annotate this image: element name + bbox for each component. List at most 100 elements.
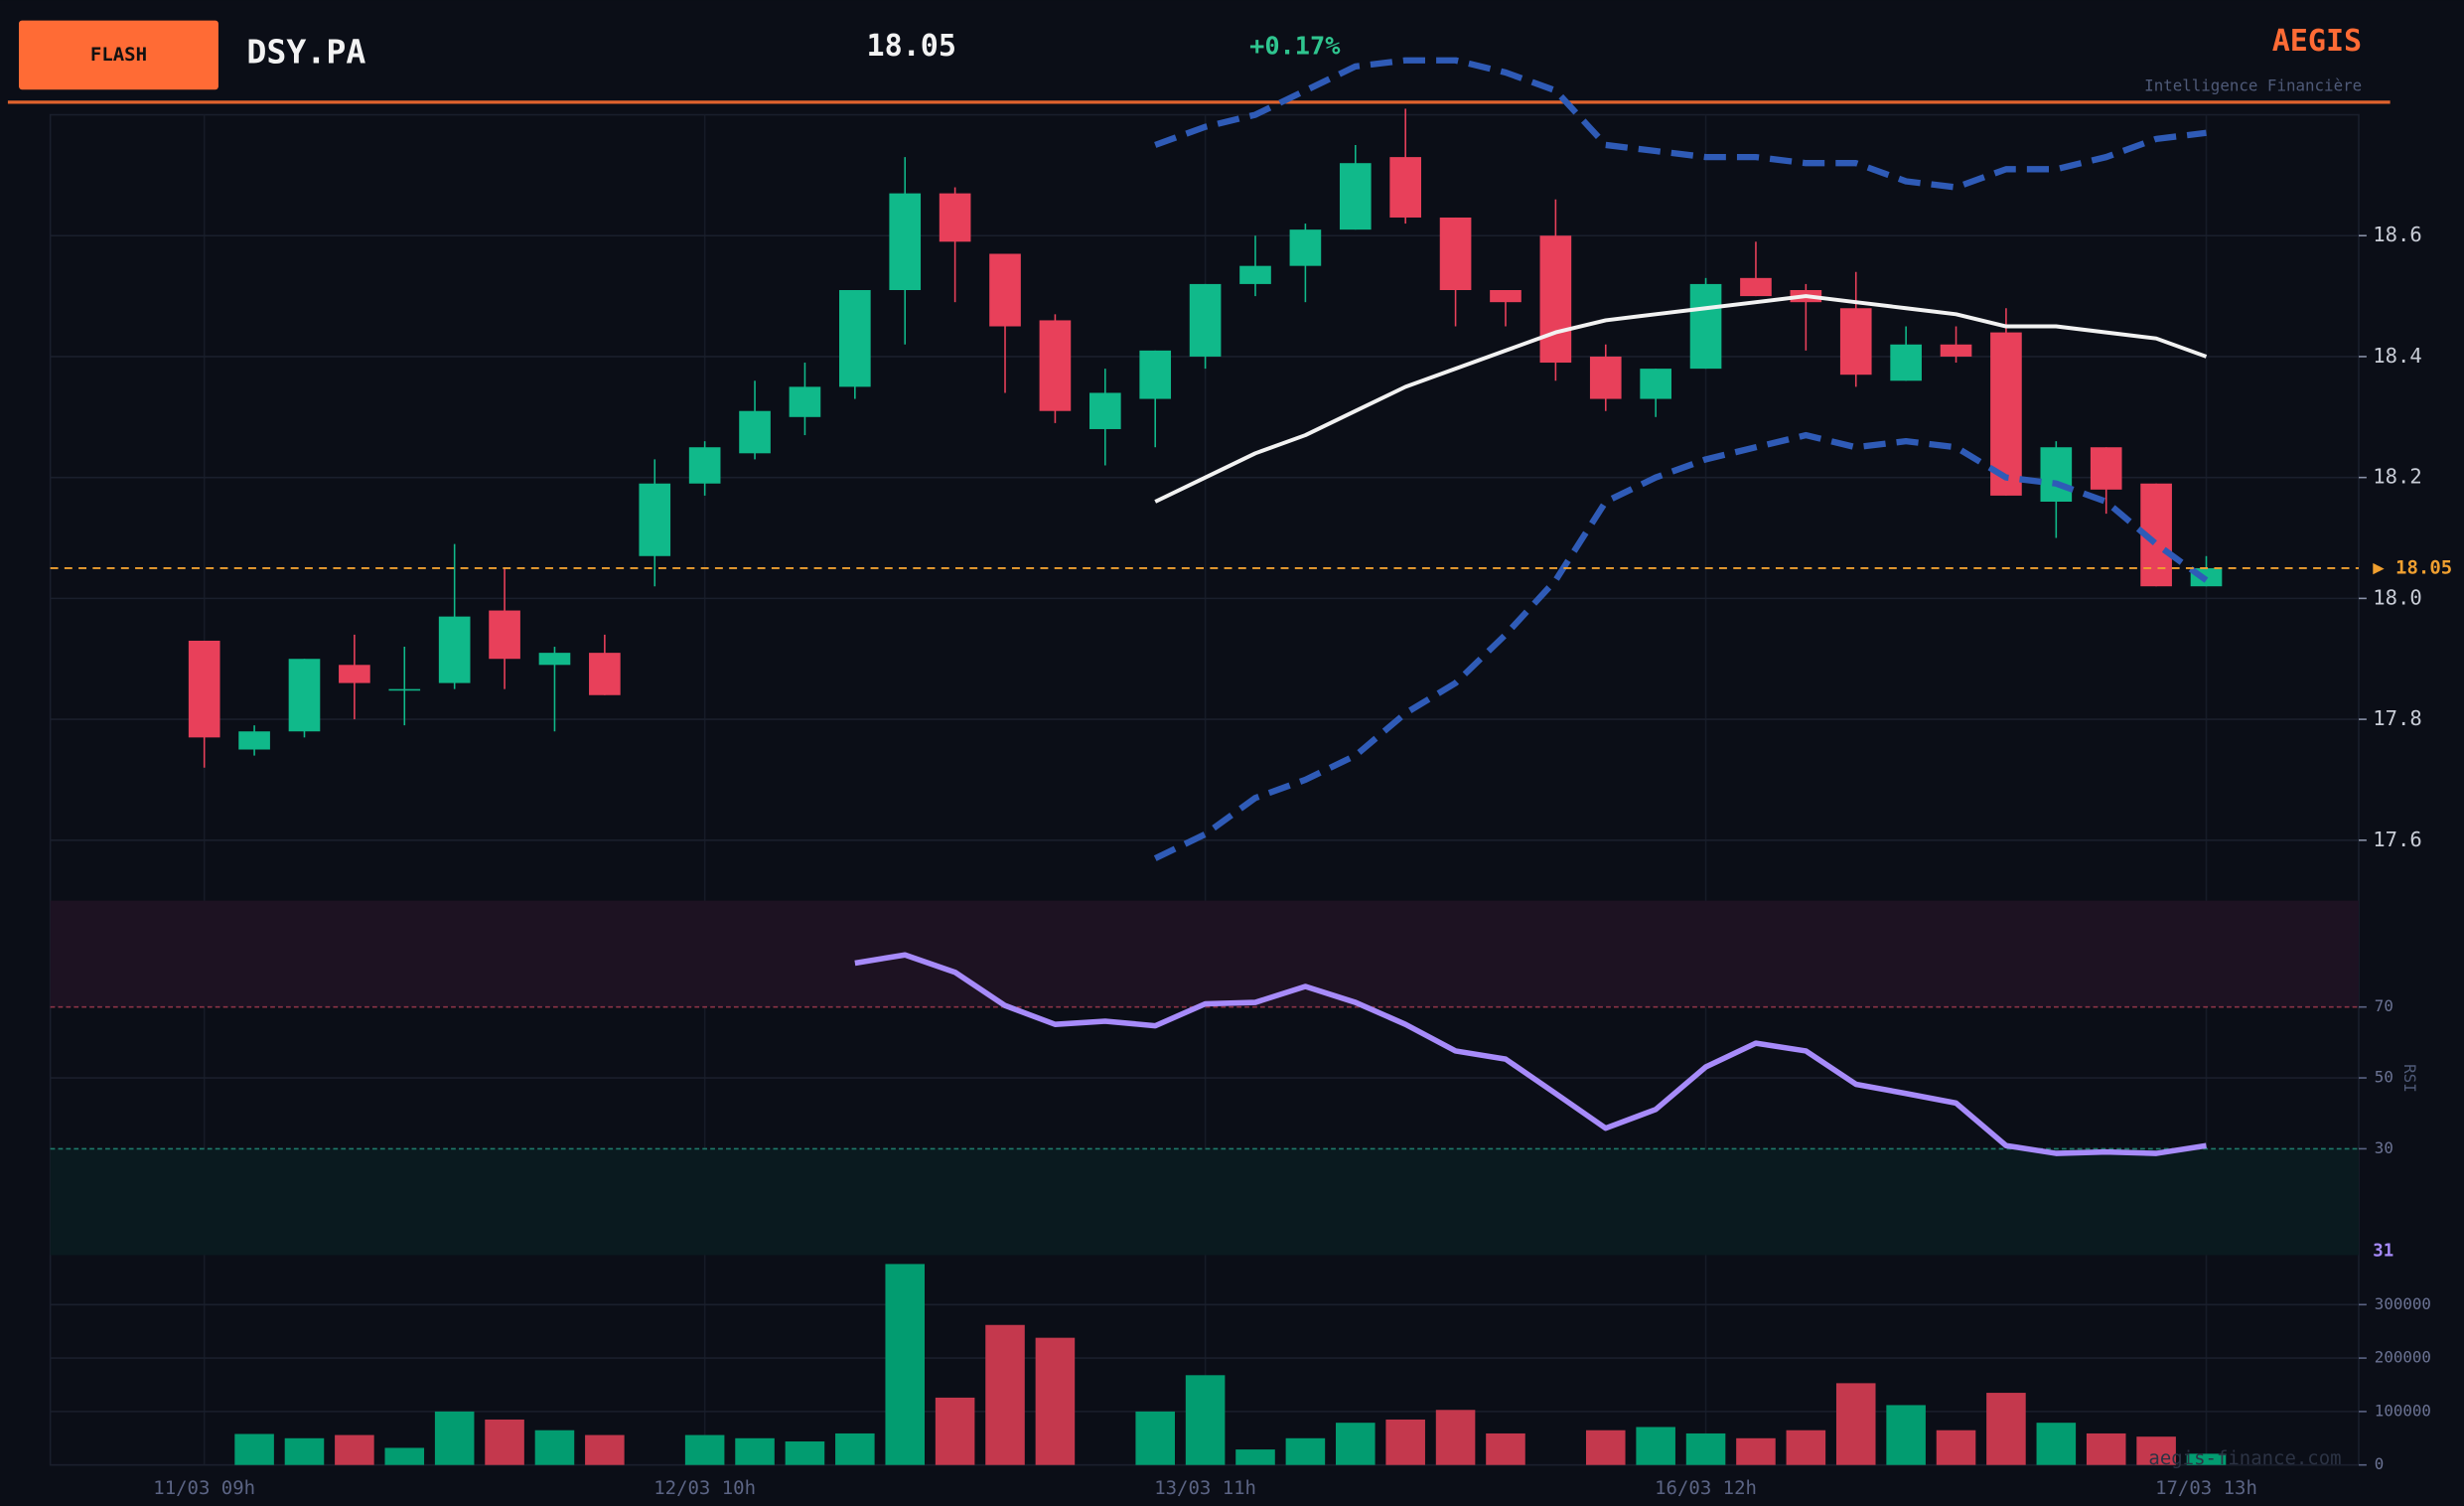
candle-body [1640,369,1671,399]
candle-body [1339,163,1372,230]
volume-bar [1285,1437,1326,1465]
volume-bar [885,1264,926,1465]
watermark: aegis-finance.com [2148,1447,2341,1469]
candle-body [688,447,721,484]
volume-bar [1185,1375,1226,1465]
volume-bar [434,1411,475,1465]
candle-body [1940,344,1972,357]
ticker: DSY.PA [246,32,365,71]
volume-bar [1135,1411,1175,1465]
x-tick-label: 13/03 11h [1154,1477,1256,1499]
volume-bar [384,1447,425,1465]
volume-bar [485,1419,524,1465]
y-tick-label: 18.4 [2373,344,2421,368]
candle-body [839,290,871,387]
volume-bar [1886,1405,1926,1465]
x-tick-label: 17/03 13h [2155,1477,2257,1499]
volume-bar [2086,1432,2126,1465]
y-tick-label: 17.6 [2373,828,2421,851]
candle-body [889,193,922,291]
volume-bar [1986,1393,2026,1465]
candle-body [1539,235,1572,364]
x-tick-label: 16/03 12h [1655,1477,1757,1499]
candle-body [589,653,621,695]
volume-bar [1336,1423,1376,1465]
volume-bar [1685,1432,1726,1465]
volume-bar [1585,1430,1626,1465]
volume-bar [1385,1419,1425,1465]
candle-body [1589,356,1622,399]
candle-body [438,616,471,683]
candle-body [188,640,220,738]
candle-body [939,193,971,242]
y-tick-label: 17.8 [2373,706,2421,730]
overbought-zone [50,900,2359,1007]
volume-bar [284,1437,325,1465]
candle-body [739,410,771,454]
price: 18.05 [866,29,955,64]
x-tick-label: 11/03 09h [153,1477,255,1499]
candle-body [1088,392,1121,429]
candle-body [388,688,421,691]
brand: AEGIS [2272,24,2362,59]
candle-body [489,610,520,660]
volume-bar [684,1434,725,1465]
y-tick-label: 0 [2375,1454,2385,1473]
volume-bar [1736,1437,1776,1465]
candle-body [2040,447,2073,503]
y-axis-label: RSI [2400,1064,2419,1093]
candle-body [639,483,671,556]
volume-bar [1835,1383,1876,1465]
volume-bar [335,1434,374,1465]
candle-body [1289,229,1322,266]
volume-bar [234,1433,274,1465]
candle-body [1839,308,1872,376]
volume-bar [534,1430,575,1465]
candle-body [989,253,1021,327]
volume-bar [1435,1410,1476,1465]
volume-bar [2186,1453,2227,1465]
volume-bar [1035,1337,1076,1465]
volume-bar [935,1397,975,1465]
y-tick-label: 300000 [2375,1294,2431,1313]
candle-body [288,659,321,732]
candle-body [238,731,270,750]
y-tick-label: 70 [2375,996,2393,1015]
volume-bar [2136,1436,2176,1465]
volume-bar [985,1324,1025,1465]
x-tick-label: 12/03 10h [653,1477,756,1499]
candle-body [1239,265,1271,284]
volume-bar [585,1434,625,1465]
volume-bar [1936,1430,1976,1465]
rsi-value-label: 31 [2373,1242,2393,1262]
candle-body [1689,283,1722,370]
oversold-zone [50,1148,2359,1256]
candle-body [1139,350,1172,399]
candle-body [789,386,821,417]
y-tick-label: 200000 [2375,1348,2431,1367]
average-line [1154,294,2208,504]
tagline: Intelligence Financière [2144,76,2362,95]
rsi-line [854,952,2207,1156]
volume-bar [1235,1449,1275,1465]
candle-body [1389,157,1422,218]
band-line [1154,57,2207,191]
y-tick-label: 18.0 [2373,585,2421,609]
y-tick-label: 50 [2375,1068,2393,1087]
change: +0.17% [1249,31,1341,60]
price-line-label: ▶ 18.05 [2373,556,2452,578]
candle-body [1740,277,1772,297]
candle-body [1890,344,1922,381]
y-tick-label: 18.2 [2373,465,2421,489]
candle-body [339,665,370,683]
volume-bar [785,1441,825,1465]
volume-bar [1636,1427,1675,1465]
volume-bar [1486,1432,1525,1465]
y-tick-label: 30 [2375,1138,2393,1157]
plot: 11/03 09h 12/03 10h 13/03 11h 16/03 12h 17/0… [50,57,2452,1499]
band-line [1153,431,2209,861]
volume-bar [835,1432,875,1465]
